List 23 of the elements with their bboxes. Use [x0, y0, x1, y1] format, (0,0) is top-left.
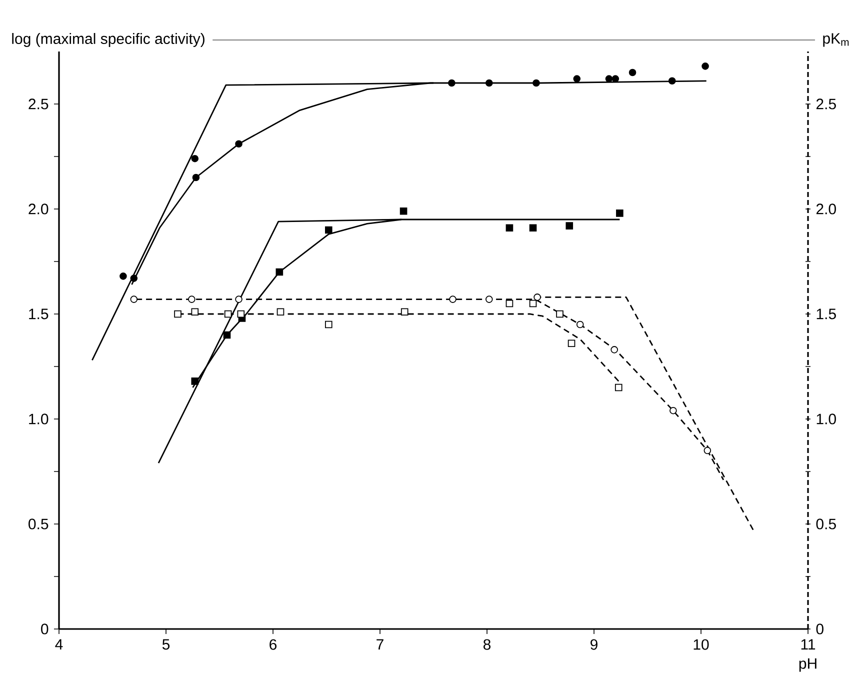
x-tick-label: 8 — [483, 639, 491, 650]
y2-tick-label: 1.5 — [816, 308, 836, 320]
x-tick-label: 10 — [694, 639, 709, 650]
y-tick-label: 2.5 — [28, 98, 48, 110]
y-tick-label: 1.0 — [29, 414, 48, 424]
y-tick-label: 0.5 — [28, 518, 48, 530]
x-tick-label: 4 — [55, 639, 63, 650]
x-tick-label: 6 — [270, 639, 277, 650]
y2-tick-label: 0.5 — [816, 518, 836, 530]
x-tick-label: 11 — [801, 639, 816, 650]
y-tick-label: 2.0 — [28, 204, 48, 214]
x-tick-label: 9 — [590, 639, 598, 650]
x-axis-title: pH — [799, 658, 816, 672]
y-axis-title: log (maximal specific activity) — [12, 33, 204, 47]
y2-tick-label: 2.5 — [816, 98, 836, 110]
x-tick-label: 5 — [162, 639, 170, 650]
y2-tick-label: 1.0 — [816, 414, 836, 424]
y-tick-label: 0 — [41, 624, 48, 634]
x-tick-label: 7 — [376, 639, 384, 650]
y2-axis-title: pK$_{m}$ — [823, 33, 849, 47]
y-tick-label: 1.5 — [29, 308, 48, 320]
y2-tick-label: 0 — [816, 624, 824, 634]
y2-tick-label: 2.0 — [816, 204, 836, 214]
